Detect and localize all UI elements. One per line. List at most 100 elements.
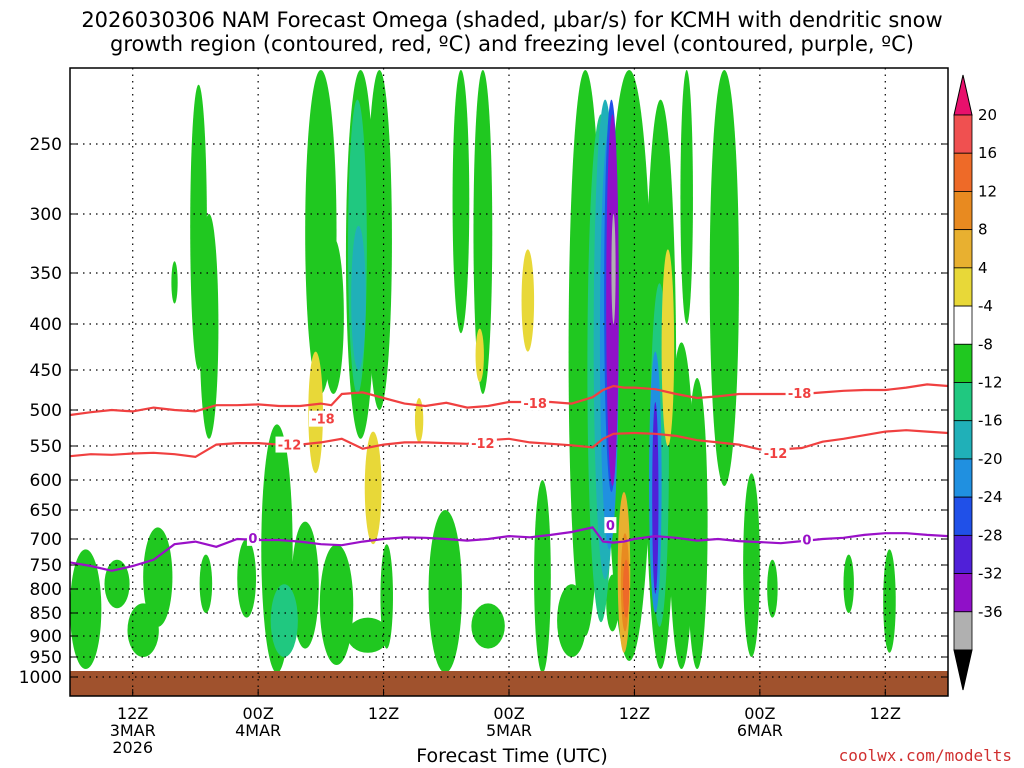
colorbar-swatch	[953, 191, 973, 231]
omega-cell	[104, 559, 130, 609]
contour-label: -12	[278, 439, 302, 454]
contour-label: 0	[606, 519, 615, 534]
omega-cell	[171, 261, 178, 304]
colorbar: 20 16 12 8 4 -4 -8 -12 -16 -20 -24 -28 -32 -36	[953, 74, 1003, 691]
omega-cell	[414, 398, 424, 443]
contour-label: -18	[311, 413, 335, 428]
contour-label: -18	[788, 387, 812, 402]
omega-cell	[319, 544, 354, 665]
colorbar-swatch	[953, 611, 973, 651]
omega-cell	[883, 549, 896, 653]
y-tick-label: 500	[30, 401, 62, 421]
y-tick-label: 300	[30, 205, 62, 225]
y-tick-label: 800	[30, 580, 62, 600]
x-tick-label: 00Z	[744, 704, 775, 723]
colorbar-swatch	[953, 420, 973, 460]
omega-cell	[291, 521, 319, 649]
omega-cell	[346, 617, 389, 653]
omega-cell	[366, 70, 392, 410]
colorbar-swatch	[953, 229, 973, 269]
x-tick-label: 00Z	[242, 704, 273, 723]
colorbar-label: -16	[978, 412, 1003, 430]
colorbar-bottom-arrow	[953, 649, 973, 691]
isotherm-line	[70, 526, 948, 572]
omega-cell	[322, 237, 344, 394]
colorbar-label: -32	[978, 565, 1003, 583]
contour-label-bg	[521, 394, 550, 411]
colorbar-swatch	[953, 382, 973, 422]
y-axis: 250 300 350 400 450 500 550 600 650 700 750 800 850 9…	[19, 135, 948, 688]
y-tick-label: 650	[30, 501, 62, 521]
omega-cell	[534, 480, 551, 673]
colorbar-label: 16	[978, 144, 997, 162]
y-tick-label: 550	[30, 437, 62, 457]
y-tick-label: 600	[30, 471, 62, 491]
y-tick-label: 900	[30, 627, 62, 647]
x-tick-label: 2026	[112, 738, 153, 757]
y-tick-label: 450	[30, 361, 62, 381]
x-tick-label: 12Z	[619, 704, 650, 723]
contour-label-bg	[308, 410, 337, 427]
contour-label: 0	[802, 534, 811, 549]
isotherm-line	[70, 429, 948, 459]
colorbar-swatch	[953, 496, 973, 536]
colorbar-label: -36	[978, 603, 1003, 621]
omega-cell	[709, 70, 739, 486]
x-tick-label: 4MAR	[235, 721, 281, 740]
colorbar-label: 20	[978, 106, 997, 124]
contour-label-bg	[785, 385, 814, 402]
omega-cell	[143, 527, 173, 627]
x-tick-label: 12Z	[870, 704, 901, 723]
y-tick-label: 700	[30, 530, 62, 550]
colorbar-label: 12	[978, 182, 997, 200]
credit-text: coolwx.com/modelts	[838, 746, 1012, 765]
omega-cell	[475, 328, 484, 382]
omega-cell	[611, 214, 616, 324]
omega-cell	[428, 510, 462, 673]
x-axis-label: Forecast Time (UTC)	[416, 745, 608, 767]
x-tick-label: 00Z	[493, 704, 524, 723]
omega-cell	[668, 342, 695, 669]
colorbar-swatch	[953, 458, 973, 498]
y-tick-label: 350	[30, 264, 62, 284]
x-tick-label: 5MAR	[486, 721, 532, 740]
x-tick-label: 6MAR	[737, 721, 783, 740]
colorbar-swatch	[953, 534, 973, 574]
colorbar-label: -8	[978, 335, 993, 353]
omega-cell	[199, 554, 213, 613]
contour-label: -18	[523, 397, 547, 412]
y-tick-label: 850	[30, 604, 62, 624]
colorbar-swatch	[953, 343, 973, 383]
omega-cell	[380, 544, 393, 649]
omega-cell	[652, 402, 659, 594]
x-tick-label: 12Z	[368, 704, 399, 723]
contour-label: -12	[471, 437, 495, 452]
y-tick-label: 950	[30, 648, 62, 668]
omega-cell	[70, 549, 102, 669]
gridlines	[70, 68, 948, 696]
omega-cell	[661, 249, 675, 446]
x-tick-label: 12Z	[117, 704, 148, 723]
omega-cell	[473, 70, 493, 394]
contour-label-bg	[800, 531, 813, 548]
y-tick-label: 1000	[19, 668, 62, 688]
omega-cell	[351, 225, 366, 370]
colorbar-swatch	[953, 573, 973, 613]
omega-shading	[70, 70, 896, 673]
colorbar-label: 4	[978, 259, 988, 277]
y-tick-label: 400	[30, 315, 62, 335]
colorbar-label: -20	[978, 450, 1003, 468]
omega-cell	[843, 554, 854, 613]
omega-cell	[686, 378, 708, 669]
contour-label-bg	[468, 435, 497, 452]
colorbar-label: -12	[978, 374, 1003, 392]
omega-cell	[521, 249, 535, 352]
omega-cell	[452, 70, 470, 334]
contour-label: 0	[248, 532, 257, 547]
colorbar-label: 8	[978, 221, 988, 239]
omega-cell	[237, 539, 257, 618]
colorbar-swatch	[953, 305, 973, 345]
omega-cell	[471, 603, 505, 649]
